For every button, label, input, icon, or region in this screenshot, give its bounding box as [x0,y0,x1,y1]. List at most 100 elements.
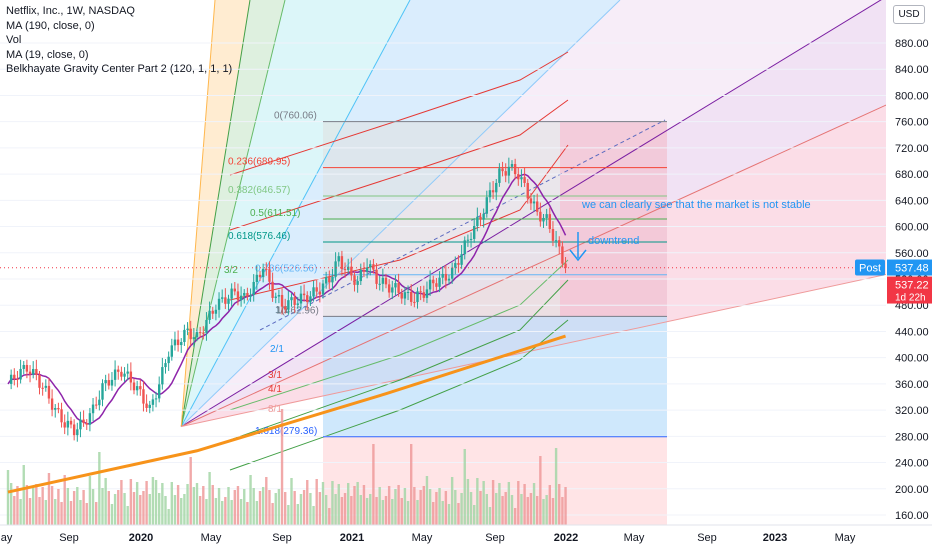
candle-body [539,211,542,222]
candle-body [501,168,504,172]
price-tick-label: 760.00 [895,117,929,129]
candle-body [198,332,202,334]
time-tick-label: May [624,532,645,544]
volume-bar [101,488,104,525]
volume-bar [170,482,173,525]
candle-body [95,404,98,406]
volume-bar [189,457,192,525]
fan-line-0 [180,0,882,427]
volume-bar [186,484,189,525]
volume-bar [79,500,82,525]
volume-bar [95,502,98,525]
volume-bar [217,488,221,525]
volume-bar [334,494,337,525]
candle-body [387,284,391,293]
time-tick-label: May [0,532,13,544]
volume-bar [208,472,211,525]
candle-body [554,240,558,242]
volume-bar [372,444,375,525]
volume-bar [139,495,142,525]
post-price-text: 537.48 [895,263,929,275]
volume-bar [410,444,413,525]
candle-body [221,297,224,299]
candle-body [476,216,479,227]
candle-body [249,295,252,297]
volume-bar [60,502,63,525]
candle-body [444,273,448,281]
volume-bar [252,488,255,525]
candle-body [296,303,299,305]
volume-bar [501,496,504,525]
volume-bar [324,495,328,525]
candle-body [460,254,463,265]
candle-body [25,364,29,372]
candle-body [394,283,397,288]
candle-body [142,389,145,404]
price-tick-label: 320.00 [895,405,929,417]
volume-bar [485,494,488,525]
volume-bar [19,499,22,525]
candle-body [410,291,413,302]
volume-bar [473,505,476,525]
volume-bar [145,481,148,525]
candle-body [72,424,76,436]
candle-body [479,216,482,220]
candle-body [419,291,422,293]
candle-body [284,306,287,310]
candle-body [391,287,394,293]
volume-bar [274,493,277,525]
candle-body [50,398,54,410]
volume-bar [315,479,318,525]
candle-body [274,296,277,298]
candle-body [466,239,470,241]
time-tick-label: 2021 [340,532,364,544]
candle-body [151,399,155,405]
candle-body [482,213,485,220]
candle-body [491,190,495,193]
volume-bar [261,487,265,525]
fan-line-4 [180,0,251,427]
price-tick-label: 720.00 [895,143,929,155]
candle-body [473,226,476,239]
candle-body [422,292,425,298]
fib-label: 0.5(611.51) [250,208,300,219]
volume-bar [318,492,322,525]
volume-bar [523,484,526,525]
price-tick-label: 560.00 [895,248,929,260]
volume-bar [384,496,388,525]
time-tick-label: May [201,532,222,544]
annotation-note: we can clearly see that the market is no… [581,199,811,211]
currency-button[interactable]: USD [893,5,925,24]
candle-body [328,277,331,283]
candle-body [44,385,47,388]
candle-body [463,240,466,255]
volume-bar [539,456,542,525]
candle-body [79,419,82,430]
volume-bar [551,498,555,525]
bar-countdown-text: 1d 22h [895,293,926,304]
time-tick-label: 2022 [554,532,578,544]
volume-bar [362,485,366,525]
candle-body [22,364,25,369]
candle-body [252,281,255,296]
candle-body [438,277,441,287]
volume-bar [548,485,551,525]
background-zones [181,0,930,525]
volume-bar [44,500,47,525]
candle-body [356,281,359,285]
candle-body [359,270,362,282]
candle-body [192,337,196,340]
volume-bar [425,476,429,525]
ma19-line [7,173,567,425]
volume-bar [63,475,66,525]
volume-bar [536,496,539,525]
volume-bar [104,478,107,525]
fib-label: 0.618(576.46) [228,231,290,242]
fan-ratio-label: 3/2 [224,265,238,276]
fib-label: 1.618(279.36) [255,426,317,437]
volume-bar [6,470,10,525]
volume-bar [255,501,259,525]
volume-bar [397,485,400,525]
